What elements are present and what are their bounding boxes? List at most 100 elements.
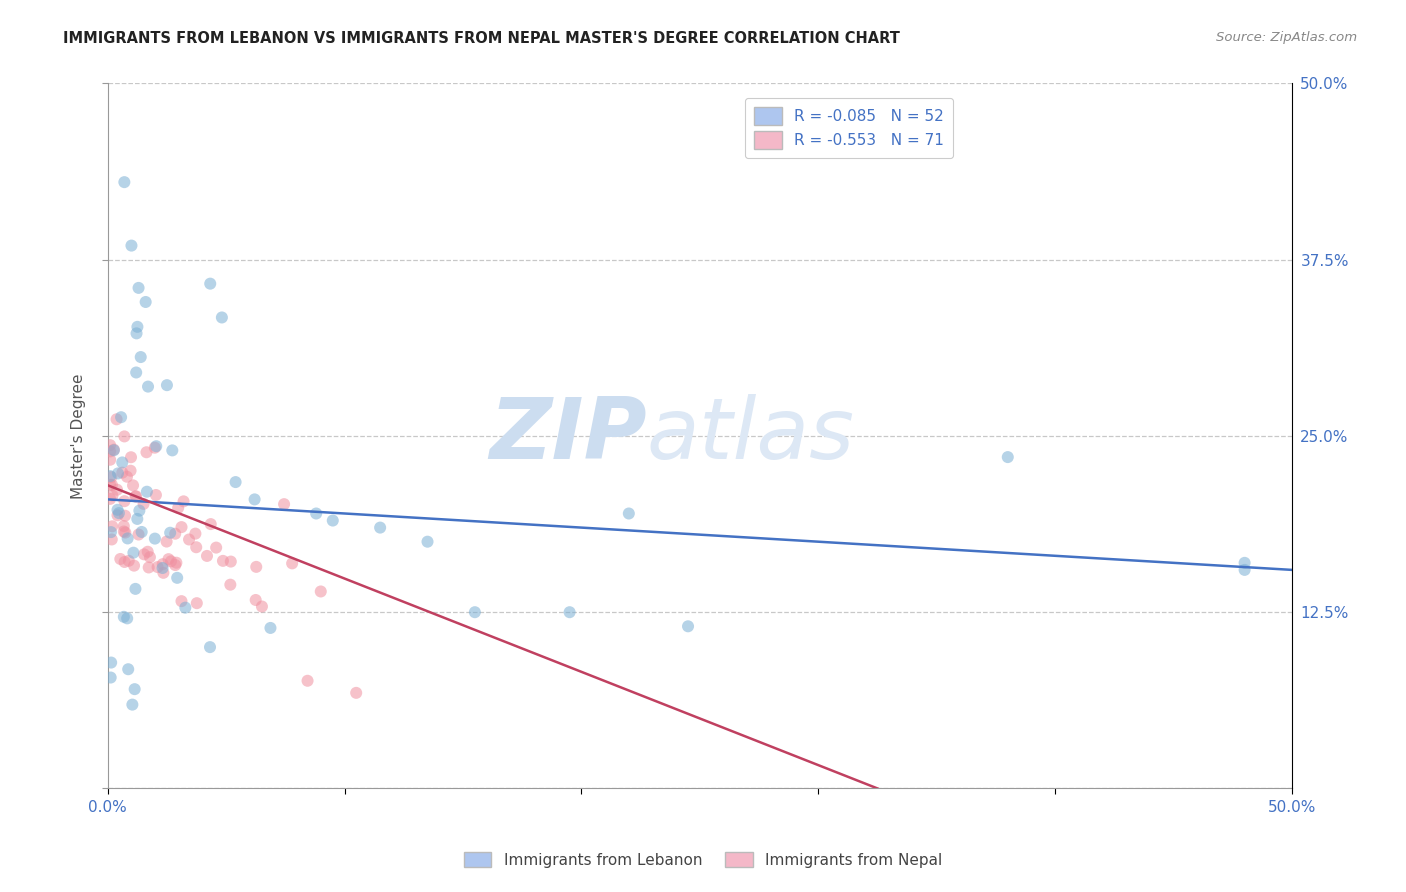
Point	[416, 534, 439, 549]
Legend: R = -0.085   N = 52, R = -0.553   N = 71: R = -0.085 N = 52, R = -0.553 N = 71	[745, 98, 953, 158]
Point	[124, 490, 146, 504]
Point	[110, 552, 132, 566]
Point	[127, 512, 149, 526]
Point	[114, 555, 136, 569]
Point	[136, 545, 159, 559]
Point	[195, 549, 218, 563]
Point	[122, 478, 145, 492]
Point	[200, 517, 222, 532]
Point	[111, 466, 134, 480]
Point	[100, 470, 122, 484]
Point	[129, 350, 152, 364]
Legend: Immigrants from Lebanon, Immigrants from Nepal: Immigrants from Lebanon, Immigrants from…	[458, 846, 948, 873]
Point	[114, 494, 136, 508]
Point	[100, 525, 122, 540]
Point	[112, 609, 135, 624]
Text: Source: ZipAtlas.com: Source: ZipAtlas.com	[1216, 31, 1357, 45]
Point	[676, 619, 699, 633]
Point	[136, 379, 159, 393]
Point	[558, 605, 581, 619]
Point	[112, 519, 135, 533]
Point	[173, 494, 195, 508]
Point	[170, 594, 193, 608]
Point	[152, 561, 174, 575]
Point	[98, 491, 121, 506]
Point	[101, 519, 124, 533]
Point	[200, 277, 222, 291]
Y-axis label: Master's Degree: Master's Degree	[72, 373, 86, 499]
Point	[245, 560, 267, 574]
Point	[273, 497, 295, 511]
Point	[139, 550, 162, 565]
Point	[114, 508, 136, 523]
Point	[128, 503, 150, 517]
Point	[170, 520, 193, 534]
Point	[212, 554, 235, 568]
Point	[131, 524, 153, 539]
Point	[138, 560, 160, 574]
Point	[156, 378, 179, 392]
Point	[98, 452, 121, 467]
Point	[344, 686, 367, 700]
Point	[112, 175, 135, 189]
Point	[281, 557, 304, 571]
Point	[184, 526, 207, 541]
Point	[117, 662, 139, 676]
Point	[177, 533, 200, 547]
Point	[186, 596, 208, 610]
Point	[112, 429, 135, 443]
Point	[124, 682, 146, 697]
Point	[110, 410, 132, 425]
Point	[98, 469, 121, 483]
Point	[118, 554, 141, 568]
Point	[145, 439, 167, 453]
Point	[165, 526, 187, 541]
Point	[245, 593, 267, 607]
Point	[98, 438, 121, 452]
Point	[1233, 563, 1256, 577]
Text: IMMIGRANTS FROM LEBANON VS IMMIGRANTS FROM NEPAL MASTER'S DEGREE CORRELATION CHA: IMMIGRANTS FROM LEBANON VS IMMIGRANTS FR…	[63, 31, 900, 46]
Point	[132, 547, 155, 561]
Point	[243, 492, 266, 507]
Point	[112, 524, 135, 539]
Point	[101, 489, 124, 503]
Point	[305, 507, 328, 521]
Point	[125, 326, 148, 341]
Point	[165, 558, 187, 572]
Point	[162, 443, 184, 458]
Point	[297, 673, 319, 688]
Point	[143, 441, 166, 455]
Point	[100, 533, 122, 547]
Point	[111, 455, 134, 469]
Point	[120, 238, 142, 252]
Point	[103, 443, 125, 458]
Point	[120, 464, 142, 478]
Point	[132, 497, 155, 511]
Point	[997, 450, 1019, 464]
Text: ZIP: ZIP	[489, 394, 647, 477]
Point	[309, 584, 332, 599]
Point	[205, 541, 228, 555]
Point	[322, 514, 344, 528]
Point	[165, 556, 187, 570]
Point	[100, 671, 122, 685]
Point	[135, 445, 157, 459]
Point	[115, 611, 138, 625]
Point	[98, 478, 121, 492]
Point	[1233, 556, 1256, 570]
Point	[107, 503, 129, 517]
Point	[98, 444, 121, 458]
Point	[167, 500, 190, 515]
Point	[219, 555, 242, 569]
Point	[152, 557, 174, 571]
Point	[127, 319, 149, 334]
Point	[108, 506, 131, 520]
Point	[135, 484, 157, 499]
Point	[166, 571, 188, 585]
Point	[143, 532, 166, 546]
Point	[105, 483, 128, 497]
Point	[157, 552, 180, 566]
Point	[135, 295, 157, 310]
Point	[125, 489, 148, 503]
Point	[103, 442, 125, 457]
